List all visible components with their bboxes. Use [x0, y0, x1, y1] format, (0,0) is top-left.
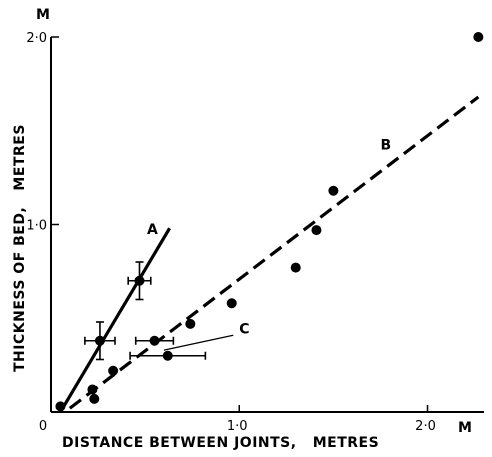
- y-tick-label: 1·0: [26, 219, 47, 234]
- line-label-b: B: [380, 138, 391, 154]
- data-points: [55, 32, 484, 412]
- x-axis-label: DISTANCE BETWEEN JOINTS, METRES: [62, 435, 379, 451]
- data-point: [226, 298, 237, 309]
- data-point: [108, 365, 119, 376]
- fit-lines: [59, 95, 480, 413]
- data-point: [87, 384, 98, 395]
- x-tick-label: 1·0: [227, 419, 248, 434]
- data-point: [149, 335, 160, 346]
- data-point: [134, 275, 145, 286]
- data-point: [328, 185, 339, 196]
- annotation-pointer-c: [163, 334, 234, 351]
- y-tick-label: 2·0: [26, 31, 47, 46]
- x-axis-unit: M: [458, 420, 472, 436]
- data-point: [473, 32, 484, 42]
- fit-line-b: [68, 95, 480, 410]
- data-point: [311, 225, 322, 236]
- y-axis-label: THICKNESS OF BED, METRES: [12, 124, 28, 372]
- axes: 0 1·0 2·0 1·0 2·0: [26, 31, 484, 434]
- data-point: [162, 350, 173, 361]
- data-point: [94, 335, 105, 346]
- data-point: [185, 318, 196, 329]
- x-tick-label: 0: [39, 419, 47, 434]
- line-label-a: A: [147, 222, 158, 238]
- data-point: [55, 401, 66, 412]
- chart-labels: DISTANCE BETWEEN JOINTS, METRES THICKNES…: [12, 7, 472, 451]
- x-tick-label: 2·0: [415, 419, 436, 434]
- line-label-c: C: [239, 321, 249, 337]
- data-point: [290, 262, 301, 273]
- data-point: [89, 393, 100, 404]
- y-axis-unit: M: [36, 7, 50, 23]
- fit-line-a: [59, 227, 171, 413]
